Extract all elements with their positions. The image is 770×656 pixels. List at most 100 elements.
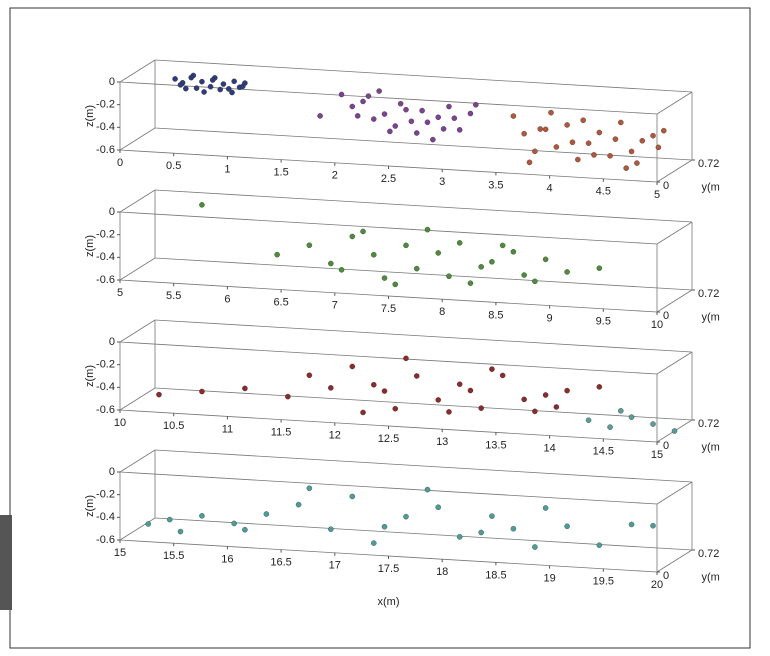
x-tick-label: 0.5 bbox=[166, 160, 181, 172]
box-edge bbox=[154, 189, 693, 223]
point bbox=[349, 493, 356, 500]
point bbox=[564, 122, 570, 128]
point bbox=[542, 392, 549, 398]
point bbox=[199, 78, 205, 85]
point bbox=[199, 388, 205, 395]
point bbox=[207, 83, 214, 90]
box-edge bbox=[119, 341, 658, 375]
x-tick-label: 17.5 bbox=[378, 563, 399, 575]
point bbox=[419, 107, 425, 114]
x-tick-label: 5 bbox=[654, 189, 660, 201]
point bbox=[274, 251, 280, 258]
y-tick-label: 0 bbox=[663, 310, 669, 322]
x-tick-label: 16 bbox=[221, 553, 233, 565]
point bbox=[553, 144, 560, 150]
point bbox=[229, 89, 235, 96]
x-tick-label: 15 bbox=[651, 449, 663, 461]
point bbox=[623, 165, 629, 171]
z-tick-label: -0.4 bbox=[96, 381, 115, 393]
box-edge bbox=[119, 257, 156, 281]
point bbox=[397, 100, 404, 107]
x-tick-label: 9.5 bbox=[596, 316, 611, 328]
box-edge bbox=[119, 471, 658, 505]
x-tick-label: 11 bbox=[222, 423, 233, 435]
point bbox=[306, 485, 313, 491]
point bbox=[226, 86, 232, 92]
box-edge bbox=[154, 59, 693, 93]
point bbox=[306, 372, 313, 378]
box-edge bbox=[154, 449, 693, 483]
point bbox=[499, 242, 506, 249]
point bbox=[650, 421, 656, 427]
point bbox=[166, 516, 173, 523]
x-tick-label: 13 bbox=[436, 436, 448, 448]
point bbox=[199, 202, 205, 208]
plots: 0 0.5 1 1.5 2 2.5 3 3.5 4 4.5 50-0.2-0.4-0.600.72y… bbox=[84, 59, 720, 608]
point bbox=[403, 355, 409, 362]
point bbox=[564, 269, 570, 275]
point bbox=[381, 523, 388, 530]
box-edge bbox=[656, 159, 693, 183]
point bbox=[306, 242, 313, 248]
point bbox=[338, 267, 345, 273]
point bbox=[532, 408, 538, 415]
point bbox=[456, 127, 463, 133]
point bbox=[596, 542, 603, 548]
point bbox=[532, 544, 538, 550]
point bbox=[639, 137, 646, 144]
point bbox=[478, 405, 484, 411]
point bbox=[435, 114, 441, 121]
point bbox=[240, 83, 246, 90]
point bbox=[671, 428, 678, 434]
x-tick-label: 16.5 bbox=[270, 557, 291, 569]
x-tick-label: 10 bbox=[651, 319, 663, 331]
z-tick-label: -0.6 bbox=[96, 404, 115, 416]
point bbox=[440, 126, 447, 132]
point bbox=[360, 409, 366, 416]
point bbox=[354, 113, 361, 119]
x-tick-label: 1.5 bbox=[273, 167, 288, 179]
y-tick-label: 0 bbox=[663, 440, 669, 452]
x-tick-label: 15.5 bbox=[163, 550, 184, 562]
box-edge bbox=[154, 127, 693, 161]
point bbox=[537, 126, 544, 132]
z-tick-label: 0 bbox=[109, 206, 115, 218]
point bbox=[585, 417, 592, 423]
point bbox=[634, 160, 640, 166]
point bbox=[328, 385, 334, 391]
y-axis-label: y(m bbox=[702, 571, 720, 583]
point bbox=[478, 264, 484, 270]
point bbox=[575, 156, 581, 163]
point bbox=[510, 113, 517, 119]
x-tick-label: 9 bbox=[547, 313, 553, 325]
x-tick-label: 1 bbox=[224, 163, 230, 175]
point bbox=[413, 130, 420, 136]
point bbox=[408, 118, 415, 125]
point bbox=[489, 513, 495, 519]
point bbox=[618, 119, 624, 126]
x-tick-label: 18 bbox=[436, 566, 448, 578]
point bbox=[381, 275, 388, 281]
point bbox=[446, 273, 452, 279]
point bbox=[381, 388, 388, 394]
x-tick-label: 17 bbox=[329, 560, 341, 572]
point bbox=[521, 272, 527, 278]
point bbox=[145, 521, 151, 527]
box-edge bbox=[119, 387, 156, 411]
point bbox=[564, 523, 570, 530]
x-tick-label: 5.5 bbox=[166, 290, 181, 302]
point bbox=[446, 103, 452, 110]
point bbox=[596, 129, 603, 136]
x-tick-label: 0 bbox=[117, 157, 123, 169]
z-tick-label: -0.6 bbox=[96, 274, 115, 286]
box-edge bbox=[656, 481, 693, 505]
x-tick-label: 13.5 bbox=[485, 439, 506, 451]
point bbox=[424, 226, 431, 233]
point bbox=[349, 363, 356, 370]
point bbox=[371, 540, 377, 546]
point bbox=[193, 85, 200, 91]
x-tick-label: 4 bbox=[547, 183, 553, 195]
point bbox=[542, 505, 549, 511]
point bbox=[360, 98, 366, 105]
